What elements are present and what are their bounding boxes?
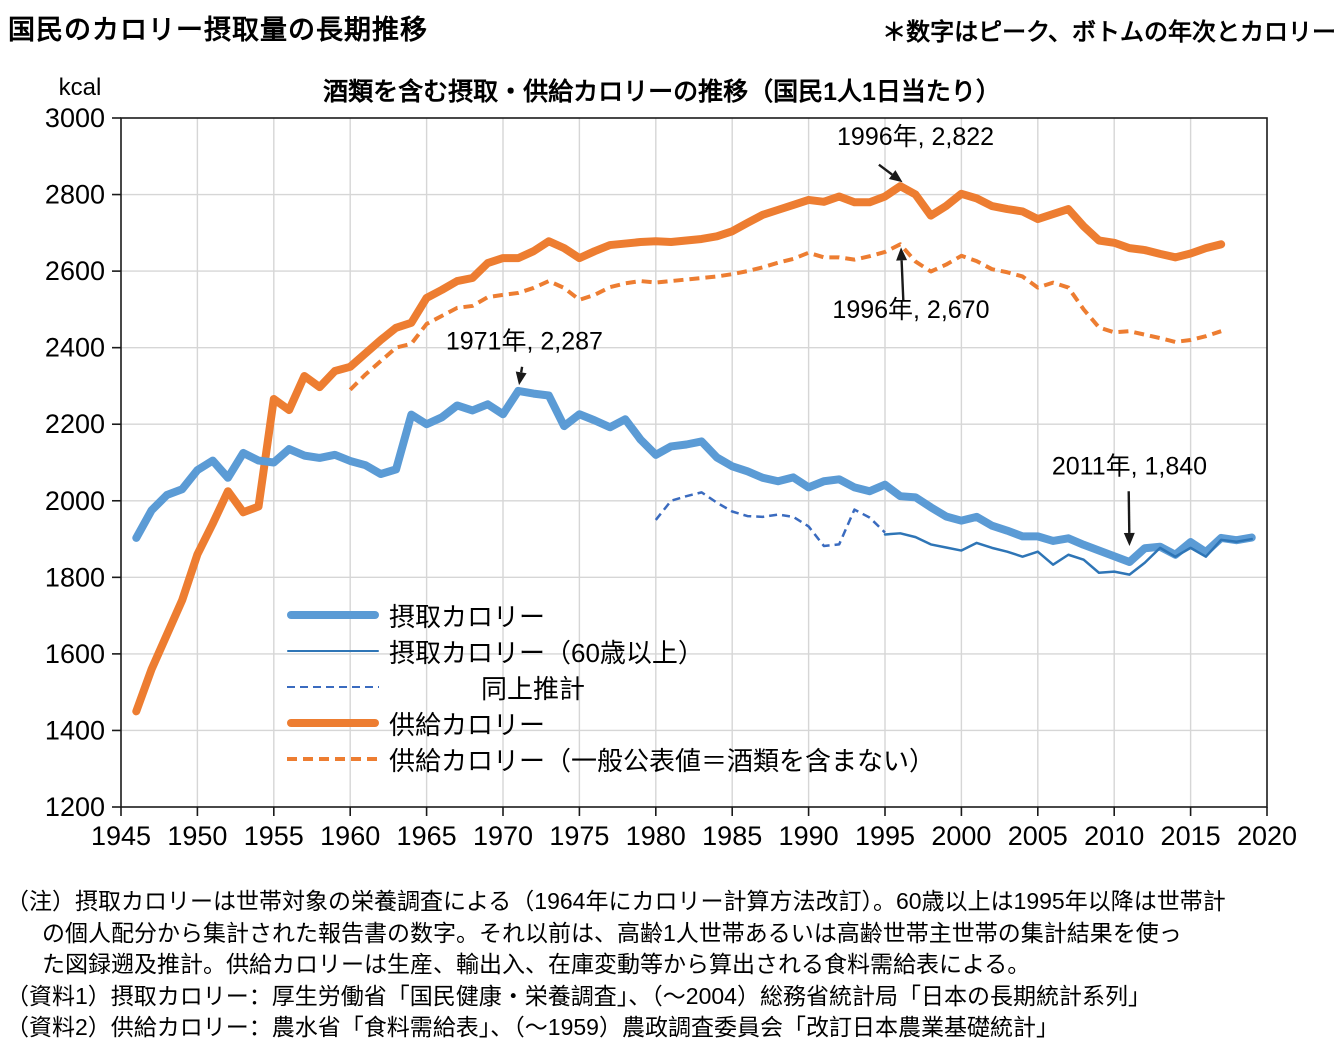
svg-text:1965: 1965 [397, 821, 457, 851]
supply-published-dashed-swatch [287, 757, 379, 761]
svg-text:1945: 1945 [91, 821, 151, 851]
note-line: た図録遡及推計。供給カロリーは生産、輸出入、在庫変動等から算出される食料需給表に… [42, 951, 1031, 977]
svg-text:1990: 1990 [779, 821, 839, 851]
svg-text:2011年, 1,840: 2011年, 1,840 [1052, 453, 1207, 481]
legend-item-intake-60plus: 摂取カロリー（60歳以上） [287, 633, 935, 669]
supply-line-swatch [287, 719, 379, 727]
intake-60plus-line-swatch [287, 649, 379, 653]
note-line: （注）摂取カロリーは世帯対象の栄養調査による（1964年にカロリー計算方法改訂）… [6, 888, 1226, 914]
calorie-line-chart: 1200 1400 1600 1800 2000 2200 2400 2600 2800 3000… [45, 103, 1297, 851]
svg-text:1996年, 2,822: 1996年, 2,822 [837, 123, 994, 151]
svg-text:2800: 2800 [45, 180, 105, 210]
svg-text:2020: 2020 [1237, 821, 1297, 851]
svg-text:3000: 3000 [45, 103, 105, 133]
svg-text:1985: 1985 [702, 821, 762, 851]
source-line-1: （資料1）摂取カロリー：厚生労働省「国民健康・栄養調査」、（～2004）総務省統… [6, 982, 1151, 1009]
legend-label: 供給カロリー（一般公表値＝酒類を含まない） [389, 745, 936, 776]
chart-title: 酒類を含む摂取・供給カロリーの推移（国民1人1日当たり） [323, 78, 1001, 106]
page-title: 国民のカロリー摂取量の長期推移 [8, 15, 428, 45]
svg-text:2600: 2600 [45, 256, 105, 286]
svg-text:2000: 2000 [45, 486, 105, 516]
svg-text:1970: 1970 [473, 821, 533, 851]
footnotes: （注）摂取カロリーは世帯対象の栄養調査による（1964年にカロリー計算方法改訂）… [6, 886, 1334, 1044]
svg-text:2015: 2015 [1161, 821, 1221, 851]
svg-text:1980: 1980 [626, 821, 686, 851]
svg-text:1200: 1200 [45, 792, 105, 822]
legend-item-intake-60plus-estimate: 同上推計 [287, 669, 935, 705]
svg-text:1960: 1960 [320, 821, 380, 851]
legend-label: 同上推計 [481, 673, 586, 704]
svg-text:1955: 1955 [244, 821, 304, 851]
intake-estimate-dashed-swatch [287, 685, 379, 689]
legend-item-intake: 摂取カロリー [287, 597, 935, 633]
svg-text:1600: 1600 [45, 639, 105, 669]
svg-text:2005: 2005 [1008, 821, 1068, 851]
legend-label: 供給カロリー [389, 709, 546, 740]
chart-legend: 摂取カロリー 摂取カロリー（60歳以上） 同上推計 供給カロリー 供給カロリー（… [287, 597, 935, 777]
svg-text:1400: 1400 [45, 715, 105, 745]
svg-text:1971年, 2,287: 1971年, 2,287 [446, 328, 603, 356]
legend-label: 摂取カロリー [389, 601, 546, 632]
legend-item-supply: 供給カロリー [287, 705, 935, 741]
svg-text:1996年, 2,670: 1996年, 2,670 [832, 296, 989, 324]
header-note: ＊数字はピーク、ボトムの年次とカロリー [882, 19, 1336, 46]
svg-text:2200: 2200 [45, 409, 105, 439]
legend-label: 摂取カロリー（60歳以上） [389, 637, 704, 668]
svg-text:1995: 1995 [855, 821, 915, 851]
y-axis-unit: kcal [58, 74, 102, 101]
svg-text:2010: 2010 [1084, 821, 1144, 851]
svg-text:1975: 1975 [549, 821, 609, 851]
note-line: の個人配分から集計された報告書の数字。それ以前は、高齢1人世帯あるいは高齢世帯主… [42, 919, 1182, 946]
legend-item-supply-published: 供給カロリー（一般公表値＝酒類を含まない） [287, 741, 935, 777]
svg-text:1800: 1800 [45, 562, 105, 592]
svg-text:1950: 1950 [167, 821, 227, 851]
source-line-2: （資料2）供給カロリー：農水省「食料需給表」、（～1959）農政調査委員会「改訂… [6, 1014, 1059, 1040]
intake-line-swatch [287, 611, 379, 619]
svg-text:2400: 2400 [45, 333, 105, 363]
svg-text:2000: 2000 [931, 821, 991, 851]
